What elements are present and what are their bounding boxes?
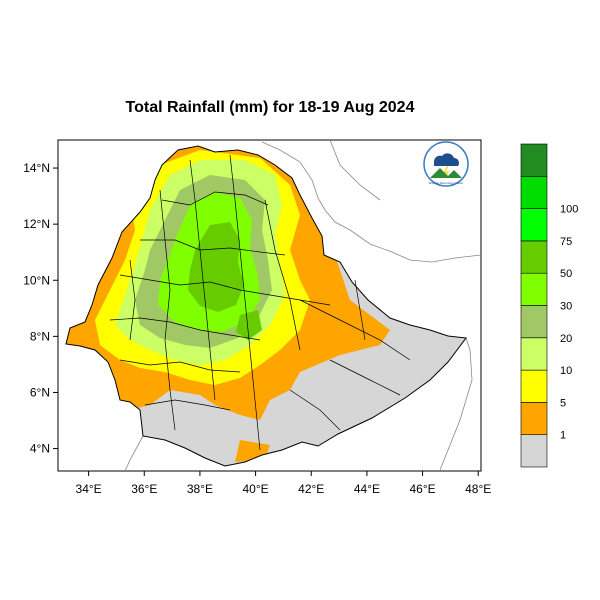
mountain-icon (430, 168, 462, 178)
neighbour-boundaries (124, 139, 482, 472)
legend-swatch (520, 337, 548, 371)
legend-label: 30 (560, 301, 572, 313)
logo-caption: Ethiopian Meteorology Institute (429, 182, 464, 185)
legend-label: 10 (560, 365, 572, 377)
x-tick-label: 34°E (76, 482, 102, 496)
legend-swatch (520, 305, 548, 339)
rain-zone-50-75-east (236, 310, 262, 340)
legend-swatch (520, 402, 548, 435)
legend-label: 50 (560, 268, 572, 280)
x-tick-label: 40°E (243, 482, 269, 496)
legend-label: 20 (560, 333, 572, 345)
institute-logo: Ethiopian Meteorology Institute (423, 141, 469, 187)
y-tick-label: 4°N (30, 442, 50, 456)
x-tick-label: 36°E (131, 482, 157, 496)
zone-boundaries (109, 154, 411, 451)
legend-swatch (520, 208, 548, 242)
y-tick-label: 6°N (30, 385, 50, 399)
y-tick-label: 14°N (23, 161, 50, 175)
rainfall-legend: 1 5 10 20 30 50 75 100 (520, 143, 578, 468)
map-title: Total Rainfall (mm) for 18-19 Aug 2024 (126, 99, 415, 116)
legend-swatch (520, 240, 548, 274)
country-boundary (65, 145, 467, 467)
x-tick-label: 44°E (354, 482, 380, 496)
legend-label: 75 (560, 236, 572, 248)
x-tick-label: 38°E (187, 482, 213, 496)
legend-swatch (520, 176, 548, 209)
legend-swatch (520, 369, 548, 403)
rain-zone-50-75 (188, 222, 244, 312)
legend-swatch (520, 272, 548, 306)
x-tick-label: 46°E (409, 482, 435, 496)
y-tick-label: 12°N (23, 217, 50, 231)
legend-label: 100 (560, 204, 578, 216)
x-tick-label: 48°E (465, 482, 491, 496)
x-axis-ticks: 34°E 36°E 38°E 40°E 42°E 44°E 46°E 48°E (76, 471, 491, 496)
y-tick-label: 10°N (23, 273, 50, 287)
y-tick-label: 8°N (30, 329, 50, 343)
x-tick-label: 42°E (298, 482, 324, 496)
legend-swatch (520, 434, 548, 468)
cloud-icon (433, 153, 459, 166)
y-axis-ticks: 14°N 12°N 10°N 8°N 6°N 4°N (23, 161, 58, 456)
legend-label: 1 (560, 430, 566, 442)
legend-label: 5 (560, 397, 566, 409)
legend-swatch (520, 143, 548, 177)
